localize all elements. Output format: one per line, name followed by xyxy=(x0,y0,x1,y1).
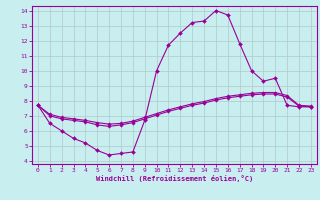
X-axis label: Windchill (Refroidissement éolien,°C): Windchill (Refroidissement éolien,°C) xyxy=(96,175,253,182)
